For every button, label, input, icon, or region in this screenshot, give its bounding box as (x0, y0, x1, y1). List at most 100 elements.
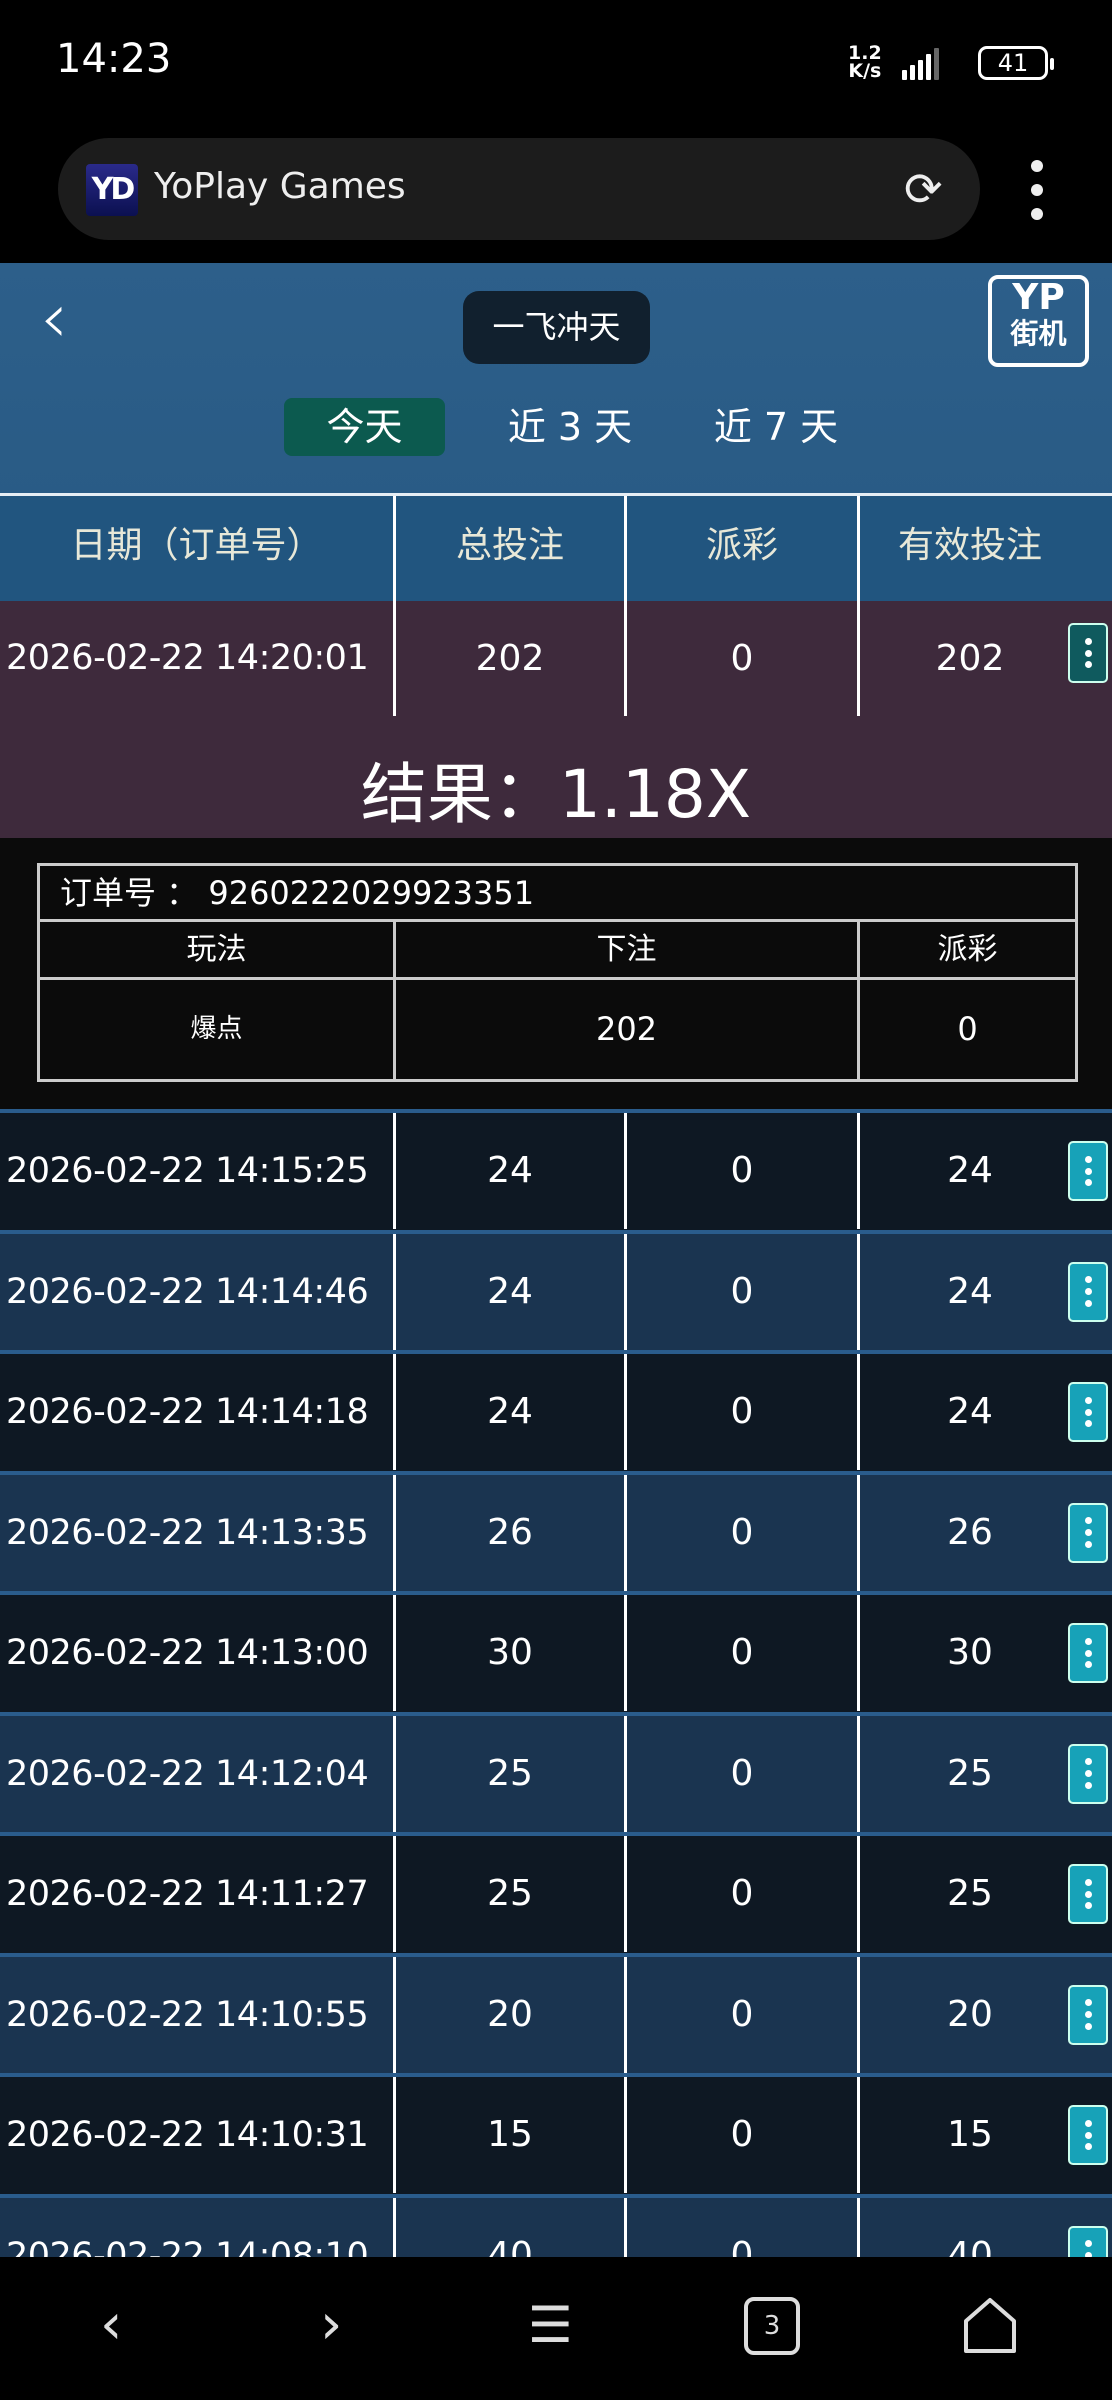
header-total-bet: 总投注 (396, 496, 627, 601)
result-multiplier: 结果：1.18X (360, 756, 752, 833)
table-row[interactable]: 2026-02-22 14:15:25 24 0 24 (0, 1109, 1112, 1230)
nav-tabs-icon[interactable]: 3 (744, 2297, 800, 2355)
row-payout: 0 (627, 1956, 860, 2073)
row-payout: 0 (627, 1233, 860, 1350)
row-valid: 25 (947, 1873, 993, 1914)
back-button[interactable]: ‹ (40, 277, 68, 359)
row-total: 25 (396, 1836, 627, 1952)
row-payout: 0 (627, 1715, 860, 1832)
row-menu-button[interactable] (1068, 1623, 1108, 1683)
row-menu-button[interactable] (1068, 1382, 1108, 1442)
row-payout: 0 (627, 1836, 860, 1952)
reload-icon[interactable]: ⟳ (904, 162, 943, 216)
row-valid: 30 (947, 1632, 993, 1673)
detail-table: 订单号 ： 9260222029923351 玩法 下注 派彩 爆点 202 0 (37, 863, 1078, 1082)
row-total: 24 (396, 1113, 627, 1229)
row-menu-button[interactable] (1068, 1984, 1108, 2045)
row-total: 24 (396, 1233, 627, 1350)
row-date: 2026-02-22 14:13:00 (0, 1595, 396, 1711)
row-date: 2026-02-22 14:14:18 (0, 1354, 396, 1470)
nav-forward-icon[interactable]: › (320, 2292, 343, 2357)
row-total: 30 (396, 1595, 627, 1711)
row-date: 2026-02-22 14:12:04 (0, 1715, 396, 1832)
tab-3-days[interactable]: 近 3 天 (507, 405, 633, 449)
tab-today[interactable]: 今天 (284, 398, 445, 456)
row-date: 2026-02-22 14:14:46 (0, 1233, 396, 1350)
table-row[interactable]: 2026-02-22 14:08:10 40 0 40 (0, 2193, 1112, 2258)
table-row[interactable]: 2026-02-22 14:13:35 26 0 26 (0, 1470, 1112, 1591)
row-valid: 25 (947, 1752, 993, 1794)
row-total: 40 (396, 2197, 627, 2257)
nav-back-icon[interactable]: ‹ (100, 2292, 123, 2357)
row-menu-button[interactable] (1068, 1261, 1108, 1322)
row-menu-button[interactable] (1068, 2225, 1108, 2257)
row-date: 2026-02-22 14:15:25 (0, 1113, 396, 1229)
row-payout: 0 (627, 601, 860, 716)
row-payout: 0 (627, 2077, 860, 2193)
detail-bet: 202 (396, 980, 860, 1079)
row-date: 2026-02-22 14:20:01 (0, 601, 396, 716)
address-bar[interactable]: YD YoPlay Games ⟳ (58, 138, 980, 240)
site-logo: YD (86, 164, 138, 216)
table-row[interactable]: 2026-02-22 14:14:18 24 0 24 (0, 1350, 1112, 1471)
row-menu-button[interactable] (1068, 1141, 1108, 1201)
bet-history-list[interactable]: 2026-02-22 14:15:25 24 0 24 2026-02-22 14:14… (0, 1109, 1112, 2257)
row-payout: 0 (627, 2197, 860, 2257)
row-total: 26 (396, 1474, 627, 1591)
row-total: 25 (396, 1715, 627, 1832)
row-valid: 24 (947, 1150, 993, 1191)
row-date: 2026-02-22 14:10:31 (0, 2077, 396, 2193)
browser-nav-bar: ‹ › ☰ 3 (0, 2257, 1112, 2400)
brand-top: YP (1012, 277, 1065, 318)
nav-home-icon[interactable] (962, 2297, 1018, 2355)
order-number: 订单号 ： 9260222029923351 (40, 866, 1075, 922)
table-row[interactable]: 2026-02-22 14:11:27 25 0 25 (0, 1832, 1112, 1953)
row-payout: 0 (627, 1474, 860, 1591)
table-row[interactable]: 2026-02-22 14:10:31 15 0 15 (0, 2073, 1112, 2194)
table-row[interactable]: 2026-02-22 14:14:46 24 0 24 (0, 1229, 1112, 1350)
order-detail: 订单号 ： 9260222029923351 玩法 下注 派彩 爆点 202 0 (0, 838, 1112, 1110)
table-row[interactable]: 2026-02-22 14:12:04 25 0 25 (0, 1711, 1112, 1832)
detail-header-payout: 派彩 (860, 922, 1075, 980)
row-total: 20 (396, 1956, 627, 2073)
row-payout: 0 (627, 1354, 860, 1470)
brand-logo: YP 街机 (988, 275, 1089, 367)
table-row[interactable]: 2026-02-22 14:10:55 20 0 20 (0, 1952, 1112, 2073)
row-date: 2026-02-22 14:10:55 (0, 1956, 396, 2073)
row-total: 202 (396, 601, 627, 716)
row-valid: 20 (947, 1993, 993, 2035)
row-payout: 0 (627, 1595, 860, 1711)
net-speed-unit: K/s (848, 60, 882, 82)
site-title: YoPlay Games (154, 166, 406, 207)
row-valid: 202 (935, 638, 1005, 679)
header-valid-bet: 有效投注 (897, 525, 1042, 566)
row-valid: 24 (947, 1270, 993, 1312)
header-payout: 派彩 (627, 496, 860, 601)
row-menu-button[interactable] (1068, 1743, 1108, 1804)
tab-7-days[interactable]: 近 7 天 (713, 405, 839, 449)
signal-icon (902, 46, 939, 80)
row-date: 2026-02-22 14:13:35 (0, 1474, 396, 1591)
row-valid: 26 (947, 1511, 993, 1553)
nav-menu-icon[interactable]: ☰ (528, 2296, 573, 2354)
network-speed: 1.2 K/s (848, 42, 882, 82)
expanded-row[interactable]: 2026-02-22 14:20:01 202 0 202 结果：1.18X (0, 601, 1112, 838)
row-valid: 24 (947, 1391, 993, 1432)
header-date: 日期（订单号） (0, 496, 396, 601)
detail-play: 爆点 (40, 980, 396, 1079)
row-payout: 0 (627, 1113, 860, 1229)
net-speed-value: 1.2 (848, 42, 882, 64)
table-row[interactable]: 2026-02-22 14:13:00 30 0 30 (0, 1591, 1112, 1712)
more-vert-icon[interactable] (1022, 160, 1052, 220)
row-menu-button[interactable] (1068, 1502, 1108, 1563)
row-menu-button[interactable] (1068, 1864, 1108, 1924)
detail-payout: 0 (957, 1010, 978, 1048)
battery-icon: 41 (978, 46, 1054, 80)
row-menu-button[interactable] (1068, 2105, 1108, 2165)
row-date: 2026-02-22 14:08:10 (0, 2197, 396, 2257)
row-menu-button[interactable] (1068, 623, 1108, 683)
row-valid: 40 (947, 2234, 993, 2258)
row-total: 15 (396, 2077, 627, 2193)
brand-bottom: 街机 (1010, 317, 1067, 350)
row-date: 2026-02-22 14:11:27 (0, 1836, 396, 1952)
